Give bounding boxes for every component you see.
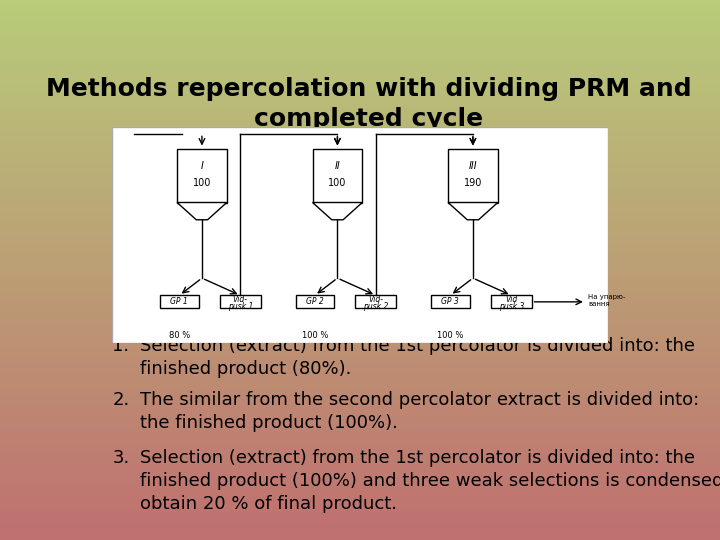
Text: The similar from the second percolator extract is divided into:
the finished pro: The similar from the second percolator e… xyxy=(140,391,699,432)
Text: 3.: 3. xyxy=(112,449,130,468)
Bar xyxy=(356,295,396,308)
Text: 100: 100 xyxy=(193,178,211,188)
Text: I: I xyxy=(200,161,203,171)
Text: 100: 100 xyxy=(328,178,346,188)
Text: 1.: 1. xyxy=(112,337,130,355)
Bar xyxy=(312,148,362,202)
Text: III: III xyxy=(469,161,477,171)
Bar xyxy=(491,295,531,308)
Bar xyxy=(220,295,261,308)
Text: GP 1: GP 1 xyxy=(171,298,188,306)
Text: GP 2: GP 2 xyxy=(306,298,324,306)
Polygon shape xyxy=(312,202,362,220)
Text: pusk 1: pusk 1 xyxy=(228,302,253,310)
Text: Vid: Vid xyxy=(505,295,518,304)
Text: 2.: 2. xyxy=(112,391,130,409)
Text: 100 %: 100 % xyxy=(302,331,328,340)
Text: pusk 2: pusk 2 xyxy=(363,302,389,310)
Bar xyxy=(177,148,227,202)
Text: Selection (extract) from the 1st percolator is divided into: the
finished produc: Selection (extract) from the 1st percola… xyxy=(140,337,696,378)
Bar xyxy=(296,295,334,308)
Text: Vid-: Vid- xyxy=(233,295,248,304)
Text: Methods repercolation with dividing PRM and
completed cycle: Methods repercolation with dividing PRM … xyxy=(46,77,692,131)
Polygon shape xyxy=(448,202,498,220)
Text: II: II xyxy=(335,161,341,171)
Bar xyxy=(431,295,469,308)
Text: На упарю-
вання: На упарю- вання xyxy=(588,294,626,307)
Text: Vid-: Vid- xyxy=(369,295,383,304)
Text: 100 %: 100 % xyxy=(437,331,464,340)
Text: pusk 3: pusk 3 xyxy=(499,302,524,310)
Polygon shape xyxy=(177,202,227,220)
Text: 190: 190 xyxy=(464,178,482,188)
Bar xyxy=(160,295,199,308)
Text: Selection (extract) from the 1st percolator is divided into: the
finished produc: Selection (extract) from the 1st percola… xyxy=(140,449,720,513)
Text: GP 3: GP 3 xyxy=(441,298,459,306)
Bar xyxy=(448,148,498,202)
Text: 80 %: 80 % xyxy=(168,331,190,340)
